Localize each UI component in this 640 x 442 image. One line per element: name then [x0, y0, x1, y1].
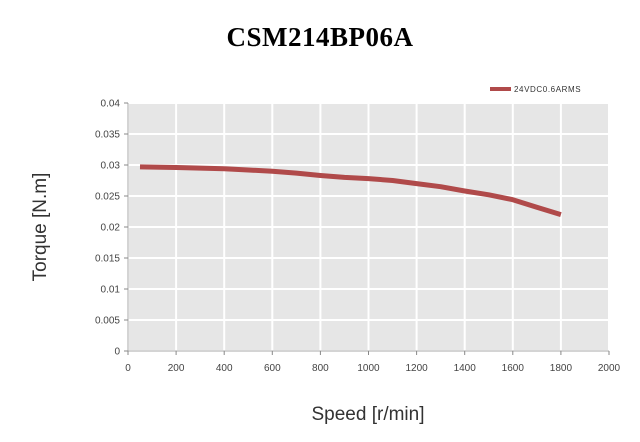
y-axis-ticks: 0 0.005 0.01 0.015 0.02 0.025 0.03 0.035 0.04	[95, 99, 128, 358]
y-tick-label: 0	[114, 347, 120, 358]
grid	[127, 102, 610, 352]
y-tick-label: 0.02	[101, 223, 121, 234]
x-tick-label: 400	[216, 363, 233, 374]
y-tick-label: 0.015	[95, 254, 120, 265]
y-axis-label: Torque [N.m]	[30, 173, 51, 282]
y-tick-label: 0.03	[101, 161, 121, 172]
x-tick-label: 800	[312, 363, 329, 374]
legend-label: 24VDC0.6ARMS	[514, 85, 581, 94]
y-tick-label: 0.025	[95, 192, 120, 203]
y-tick-label: 0.04	[101, 99, 121, 110]
x-tick-label: 1800	[550, 363, 573, 374]
x-axis-label: Speed [r/min]	[312, 404, 425, 425]
y-tick-label: 0.005	[95, 316, 120, 327]
x-tick-label: 1600	[502, 363, 525, 374]
series-group	[139, 164, 562, 217]
x-tick-label: 600	[264, 363, 281, 374]
chart-title: CSM214BP06A	[226, 22, 414, 52]
x-tick-label: 0	[125, 363, 131, 374]
y-tick-label: 0.01	[101, 285, 121, 296]
y-tick-label: 0.035	[95, 130, 120, 141]
series-line	[139, 164, 562, 217]
x-axis-ticks: 0 200 400 600 800 1000 1200 1400 1600 1800 2000	[125, 351, 621, 374]
x-tick-label: 1000	[357, 363, 380, 374]
x-tick-label: 2000	[598, 363, 621, 374]
x-tick-label: 1400	[454, 363, 477, 374]
x-tick-label: 1200	[405, 363, 428, 374]
legend: 24VDC0.6ARMS	[490, 85, 581, 94]
x-tick-label: 200	[168, 363, 185, 374]
